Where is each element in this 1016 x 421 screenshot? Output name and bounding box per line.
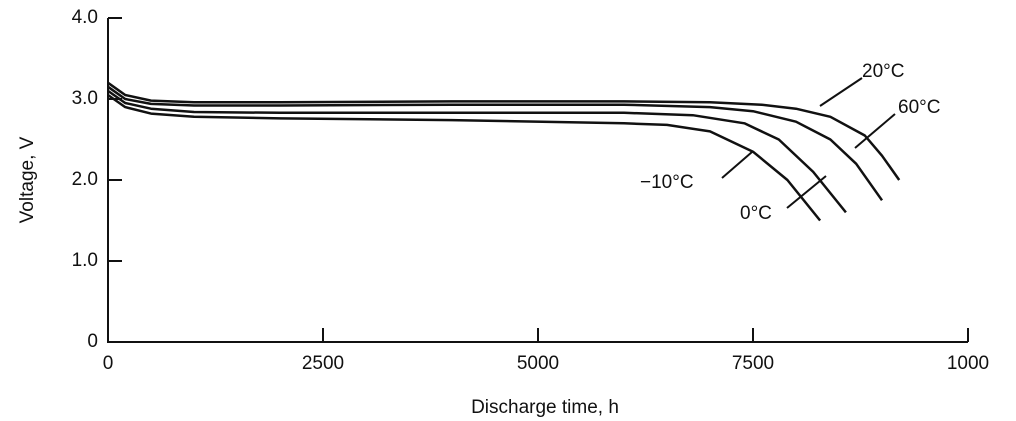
y-tick-label: 3.0 — [72, 88, 98, 109]
y-tick-label: 4.0 — [72, 7, 98, 28]
x-axis-label: Discharge time, h — [471, 397, 619, 418]
series-line — [107, 85, 884, 202]
y-axis-label: Voltage, V — [17, 136, 38, 223]
y-tick-label: 0 — [87, 331, 98, 352]
series-label: 60°C — [898, 97, 940, 118]
series-line — [107, 81, 901, 181]
x-tick-label: 5000 — [517, 353, 559, 374]
y-tick-label: 1.0 — [72, 250, 98, 271]
x-tick-label: 1000 — [947, 353, 989, 374]
leader-line — [721, 151, 753, 179]
leader-line — [819, 77, 863, 107]
series-label: 0°C — [740, 203, 772, 224]
series-label: −10°C — [640, 172, 694, 193]
x-tick-label: 7500 — [732, 353, 774, 374]
x-tick-label: 2500 — [302, 353, 344, 374]
series-line — [107, 89, 847, 214]
x-tick-label: 0 — [103, 353, 114, 374]
series-label: 20°C — [862, 61, 904, 82]
series-line — [107, 93, 822, 222]
y-tick-label: 2.0 — [72, 169, 98, 190]
leader-line — [854, 113, 896, 149]
